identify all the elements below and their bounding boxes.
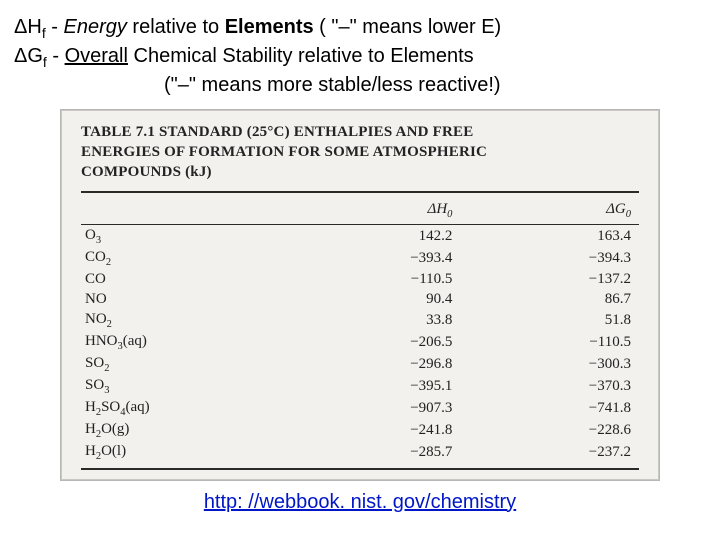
compound-cell: HNO3(aq) <box>81 332 282 354</box>
energy-word: Energy <box>63 16 126 38</box>
source-link[interactable]: http: //webbook. nist. gov/chemistry <box>204 491 516 513</box>
def-gibbs-note: ("–" means more stable/less reactive!) <box>14 72 706 99</box>
delta-h-cell: 33.8 <box>282 310 461 332</box>
compound-cell: NO2 <box>81 310 282 332</box>
def-gibbs-line: ΔGf - Overall Chemical Stability relativ… <box>14 43 706 72</box>
delta-h-cell: −296.8 <box>282 354 461 376</box>
table-row: NO90.486.7 <box>81 290 639 310</box>
compound-cell: SO2 <box>81 354 282 376</box>
delta-h-cell: −907.3 <box>282 398 461 420</box>
thermo-table-panel: TABLE 7.1 STANDARD (25°C) ENTHALPIES AND… <box>60 109 660 481</box>
elements-word: Elements <box>225 16 314 38</box>
delta-g-cell: −228.6 <box>460 420 639 442</box>
def-enthalpy-line: ΔHf - Energy relative to Elements ( "–" … <box>14 14 706 43</box>
delta-h-cell: 90.4 <box>282 290 461 310</box>
source-link-wrap: http: //webbook. nist. gov/chemistry <box>0 491 720 514</box>
compound-cell: SO3 <box>81 376 282 398</box>
compound-cell: NO <box>81 290 282 310</box>
delta-g-cell: −237.2 <box>460 442 639 464</box>
table-caption: TABLE 7.1 STANDARD (25°C) ENTHALPIES AND… <box>81 122 639 183</box>
delta-g-cell: −741.8 <box>460 398 639 420</box>
table-row: SO3−395.1−370.3 <box>81 376 639 398</box>
delta-h-cell: −285.7 <box>282 442 461 464</box>
definitions-header: ΔHf - Energy relative to Elements ( "–" … <box>0 0 720 103</box>
compound-cell: CO2 <box>81 248 282 270</box>
delta-g-cell: 86.7 <box>460 290 639 310</box>
delta-g-symbol: ΔG <box>14 45 43 67</box>
delta-h-symbol: ΔH <box>14 16 42 38</box>
table-row: CO2−393.4−394.3 <box>81 248 639 270</box>
table-row: H2O(g)−241.8−228.6 <box>81 420 639 442</box>
overall-word: Overall <box>65 45 128 67</box>
compound-cell: H2SO4(aq) <box>81 398 282 420</box>
compound-cell: O3 <box>81 226 282 248</box>
delta-g-cell: −370.3 <box>460 376 639 398</box>
thermo-table: ΔH0 ΔG0 O3142.2163.4CO2−393.4−394.3CO−11… <box>81 197 639 470</box>
delta-g-cell: 163.4 <box>460 226 639 248</box>
table-row: NO233.851.8 <box>81 310 639 332</box>
delta-g-cell: −110.5 <box>460 332 639 354</box>
rule-top <box>81 191 639 193</box>
compound-cell: CO <box>81 270 282 290</box>
compound-cell: H2O(g) <box>81 420 282 442</box>
delta-g-cell: 51.8 <box>460 310 639 332</box>
table-row: H2SO4(aq)−907.3−741.8 <box>81 398 639 420</box>
table-row: O3142.2163.4 <box>81 226 639 248</box>
delta-h-cell: −206.5 <box>282 332 461 354</box>
delta-h-cell: −395.1 <box>282 376 461 398</box>
table-header-row: ΔH0 ΔG0 <box>81 197 639 224</box>
col-compound <box>81 197 282 224</box>
compound-cell: H2O(l) <box>81 442 282 464</box>
delta-g-cell: −394.3 <box>460 248 639 270</box>
delta-h-cell: −393.4 <box>282 248 461 270</box>
table-row: HNO3(aq)−206.5−110.5 <box>81 332 639 354</box>
delta-g-cell: −300.3 <box>460 354 639 376</box>
col-delta-h: ΔH0 <box>282 197 461 224</box>
table-row: SO2−296.8−300.3 <box>81 354 639 376</box>
delta-h-cell: −110.5 <box>282 270 461 290</box>
col-delta-g: ΔG0 <box>460 197 639 224</box>
delta-h-cell: −241.8 <box>282 420 461 442</box>
delta-g-cell: −137.2 <box>460 270 639 290</box>
table-row: CO−110.5−137.2 <box>81 270 639 290</box>
table-row: H2O(l)−285.7−237.2 <box>81 442 639 464</box>
delta-h-cell: 142.2 <box>282 226 461 248</box>
